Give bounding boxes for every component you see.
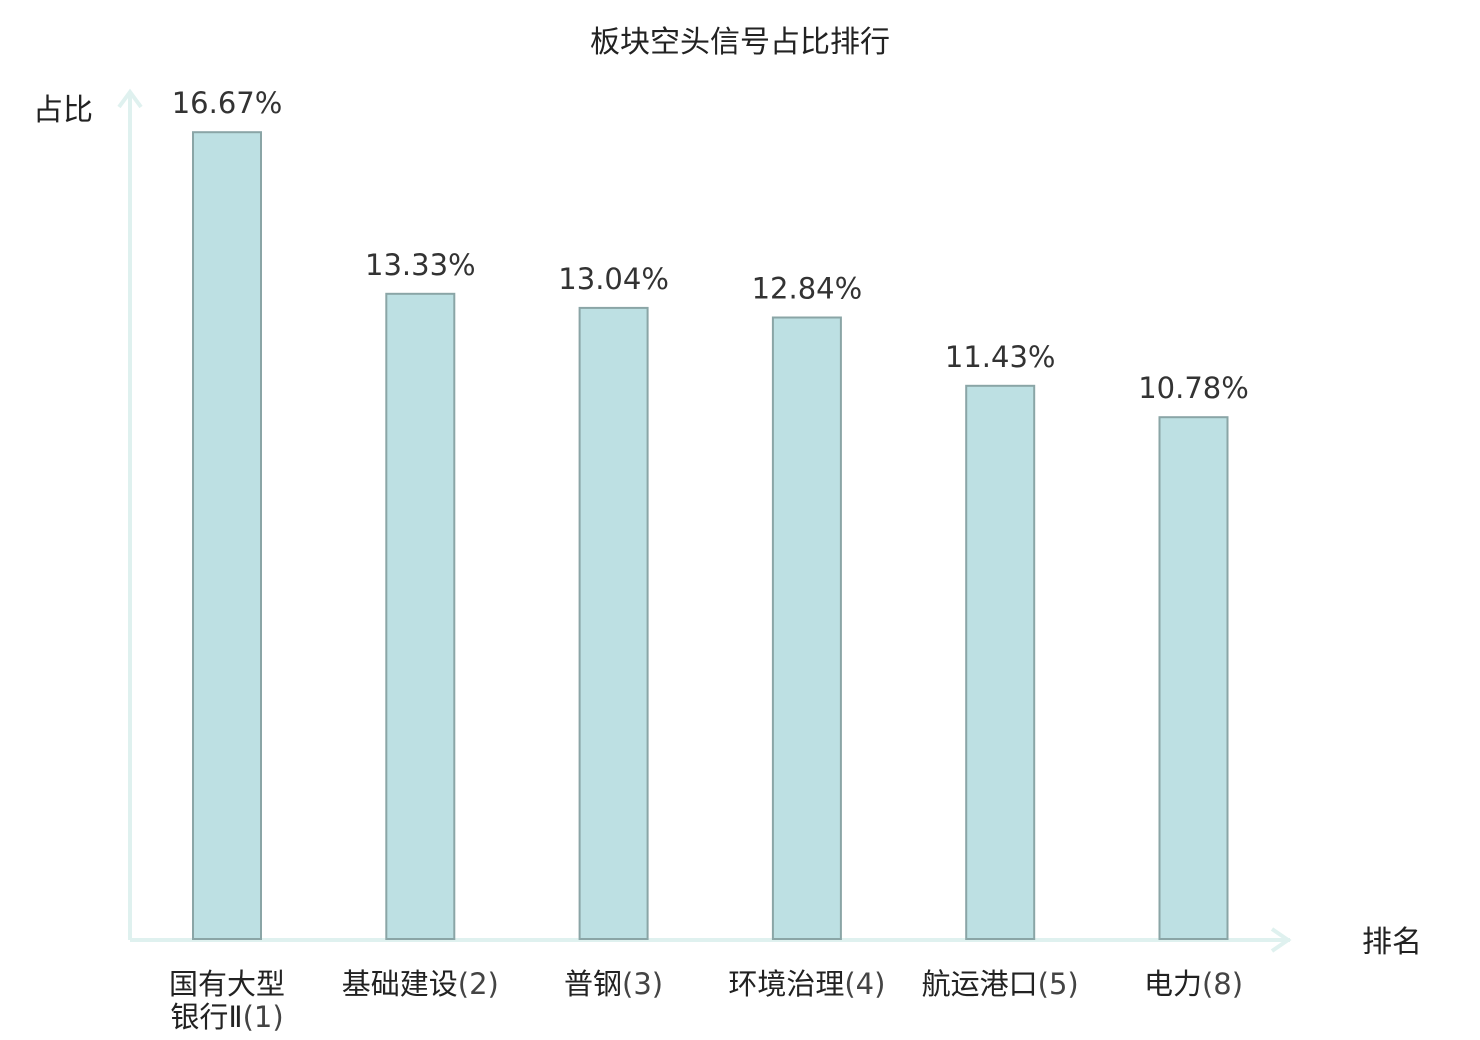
category-name: 银行Ⅱ: [170, 1000, 242, 1034]
value-label-6: 10.78%: [1138, 371, 1249, 405]
value-label-4: 12.84%: [752, 272, 863, 306]
bar-4: [771, 316, 842, 940]
bar-6: [1158, 416, 1229, 940]
category-rank: (2): [458, 967, 499, 1001]
category-label-3: 普钢(3): [564, 967, 663, 1001]
category-name: 基础建设: [342, 967, 458, 1001]
category-name: 普钢: [564, 967, 622, 1001]
value-label-5: 11.43%: [945, 340, 1056, 374]
bar-1: [192, 131, 262, 940]
category-name: 环境治理: [728, 967, 844, 1001]
bar-3: [578, 306, 649, 940]
category-name: 国有大型: [169, 967, 285, 1001]
category-rank: (1): [243, 1000, 284, 1034]
bar-5: [965, 384, 1036, 940]
category-rank: (8): [1202, 967, 1243, 1001]
category-rank: (3): [622, 967, 663, 1001]
category-label-6: 电力(8): [1144, 967, 1243, 1001]
chart-title: 板块空头信号占比排行: [590, 25, 890, 60]
category-label-4: 环境治理(4): [728, 967, 885, 1001]
value-label-3: 13.04%: [558, 262, 669, 296]
y-axis-label: 占比: [33, 93, 93, 128]
value-label-1: 16.67%: [172, 86, 283, 120]
category-label-2: 基础建设(2): [342, 967, 499, 1001]
category-label-1-line-1: 国有大型: [169, 967, 285, 1001]
value-labels-group: 16.67% 13.33% 13.04% 12.84% 11.43% 10.78%: [172, 86, 1249, 405]
category-rank: (4): [844, 967, 885, 1001]
bars-group: [192, 131, 1229, 940]
category-label-1-line-2: 银行Ⅱ(1): [170, 1000, 283, 1034]
x-axis: [130, 927, 1292, 953]
category-label-5: 航运港口(5): [922, 967, 1079, 1001]
category-name: 电力: [1144, 967, 1202, 1001]
category-rank: (5): [1038, 967, 1079, 1001]
category-name: 航运港口: [922, 967, 1038, 1001]
x-axis-label: 排名: [1362, 925, 1422, 960]
value-label-2: 13.33%: [365, 248, 476, 282]
y-axis: [117, 88, 143, 940]
bar-2: [385, 292, 456, 940]
